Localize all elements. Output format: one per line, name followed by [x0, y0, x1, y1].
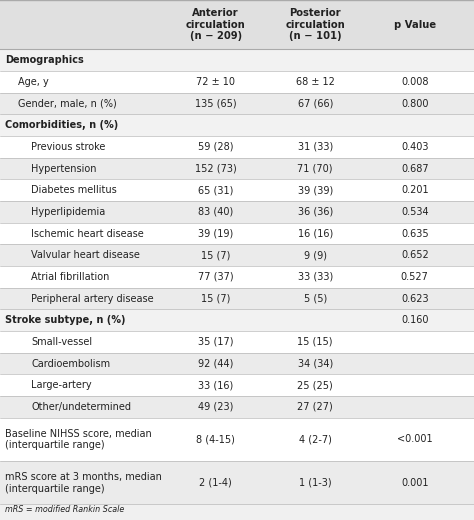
Text: Hyperlipidemia: Hyperlipidemia [31, 207, 106, 217]
Text: 71 (70): 71 (70) [298, 164, 333, 174]
Text: 5 (5): 5 (5) [303, 294, 327, 304]
Text: 15 (15): 15 (15) [298, 337, 333, 347]
Text: 72 ± 10: 72 ± 10 [196, 77, 235, 87]
Text: 15 (7): 15 (7) [201, 250, 230, 260]
Text: 68 ± 12: 68 ± 12 [296, 77, 335, 87]
FancyBboxPatch shape [0, 71, 474, 93]
Text: 34 (34): 34 (34) [298, 359, 333, 369]
Text: 0.160: 0.160 [401, 315, 428, 325]
FancyBboxPatch shape [0, 266, 474, 288]
Text: Previous stroke: Previous stroke [31, 142, 106, 152]
Text: 8 (4-15): 8 (4-15) [196, 434, 235, 445]
Text: 0.687: 0.687 [401, 164, 428, 174]
Text: Atrial fibrillation: Atrial fibrillation [31, 272, 109, 282]
FancyBboxPatch shape [0, 223, 474, 244]
FancyBboxPatch shape [0, 331, 474, 353]
Text: 1 (1-3): 1 (1-3) [299, 478, 331, 488]
FancyBboxPatch shape [0, 418, 474, 461]
Text: Ischemic heart disease: Ischemic heart disease [31, 229, 144, 239]
Text: Baseline NIHSS score, median
(interquartile range): Baseline NIHSS score, median (interquart… [5, 428, 152, 450]
Text: 25 (25): 25 (25) [297, 380, 333, 390]
Text: 0.800: 0.800 [401, 99, 428, 109]
Text: mRS = modified Rankin Scale: mRS = modified Rankin Scale [5, 505, 124, 514]
Text: 16 (16): 16 (16) [298, 229, 333, 239]
Text: 39 (19): 39 (19) [198, 229, 233, 239]
Text: Other/undetermined: Other/undetermined [31, 402, 131, 412]
Text: 0.527: 0.527 [401, 272, 428, 282]
Text: 0.623: 0.623 [401, 294, 428, 304]
Text: Small-vessel: Small-vessel [31, 337, 92, 347]
Text: 0.008: 0.008 [401, 77, 428, 87]
Text: 4 (2-7): 4 (2-7) [299, 434, 332, 445]
Text: 36 (36): 36 (36) [298, 207, 333, 217]
Text: 67 (66): 67 (66) [298, 99, 333, 109]
Text: Stroke subtype, n (%): Stroke subtype, n (%) [5, 315, 125, 325]
FancyBboxPatch shape [0, 288, 474, 309]
FancyBboxPatch shape [0, 158, 474, 179]
FancyBboxPatch shape [0, 0, 474, 49]
Text: 0.201: 0.201 [401, 185, 428, 195]
FancyBboxPatch shape [0, 374, 474, 396]
FancyBboxPatch shape [0, 461, 474, 504]
Text: mRS score at 3 months, median
(interquartile range): mRS score at 3 months, median (interquar… [5, 472, 162, 493]
Text: 49 (23): 49 (23) [198, 402, 233, 412]
Text: 0.652: 0.652 [401, 250, 428, 260]
FancyBboxPatch shape [0, 49, 474, 71]
FancyBboxPatch shape [0, 309, 474, 331]
Text: 15 (7): 15 (7) [201, 294, 230, 304]
Text: 2 (1-4): 2 (1-4) [199, 478, 232, 488]
FancyBboxPatch shape [0, 114, 474, 136]
Text: 92 (44): 92 (44) [198, 359, 233, 369]
Text: Valvular heart disease: Valvular heart disease [31, 250, 140, 260]
Text: 65 (31): 65 (31) [198, 185, 233, 195]
Text: 31 (33): 31 (33) [298, 142, 333, 152]
Text: 0.403: 0.403 [401, 142, 428, 152]
Text: Comorbidities, n (%): Comorbidities, n (%) [5, 120, 118, 130]
Text: 33 (33): 33 (33) [298, 272, 333, 282]
Text: 59 (28): 59 (28) [198, 142, 233, 152]
Text: 35 (17): 35 (17) [198, 337, 233, 347]
Text: 33 (16): 33 (16) [198, 380, 233, 390]
FancyBboxPatch shape [0, 93, 474, 114]
FancyBboxPatch shape [0, 201, 474, 223]
Text: Diabetes mellitus: Diabetes mellitus [31, 185, 117, 195]
Text: 39 (39): 39 (39) [298, 185, 333, 195]
Text: Demographics: Demographics [5, 55, 83, 65]
Text: Large-artery: Large-artery [31, 380, 92, 390]
Text: 152 (73): 152 (73) [195, 164, 237, 174]
Text: 83 (40): 83 (40) [198, 207, 233, 217]
Text: 9 (9): 9 (9) [304, 250, 327, 260]
Text: Anterior
circulation
(n − 209): Anterior circulation (n − 209) [186, 8, 246, 41]
FancyBboxPatch shape [0, 244, 474, 266]
Text: 0.534: 0.534 [401, 207, 428, 217]
Text: p Value: p Value [394, 20, 436, 30]
FancyBboxPatch shape [0, 396, 474, 418]
FancyBboxPatch shape [0, 353, 474, 374]
FancyBboxPatch shape [0, 179, 474, 201]
Text: Hypertension: Hypertension [31, 164, 97, 174]
Text: 27 (27): 27 (27) [297, 402, 333, 412]
Text: Age, y: Age, y [18, 77, 49, 87]
Text: <0.001: <0.001 [397, 434, 433, 445]
Text: Cardioembolism: Cardioembolism [31, 359, 110, 369]
Text: 0.001: 0.001 [401, 478, 428, 488]
Text: 77 (37): 77 (37) [198, 272, 234, 282]
Text: Posterior
circulation
(n − 101): Posterior circulation (n − 101) [285, 8, 345, 41]
Text: 135 (65): 135 (65) [195, 99, 237, 109]
Text: Peripheral artery disease: Peripheral artery disease [31, 294, 154, 304]
Text: Gender, male, n (%): Gender, male, n (%) [18, 99, 117, 109]
Text: 0.635: 0.635 [401, 229, 428, 239]
FancyBboxPatch shape [0, 136, 474, 158]
